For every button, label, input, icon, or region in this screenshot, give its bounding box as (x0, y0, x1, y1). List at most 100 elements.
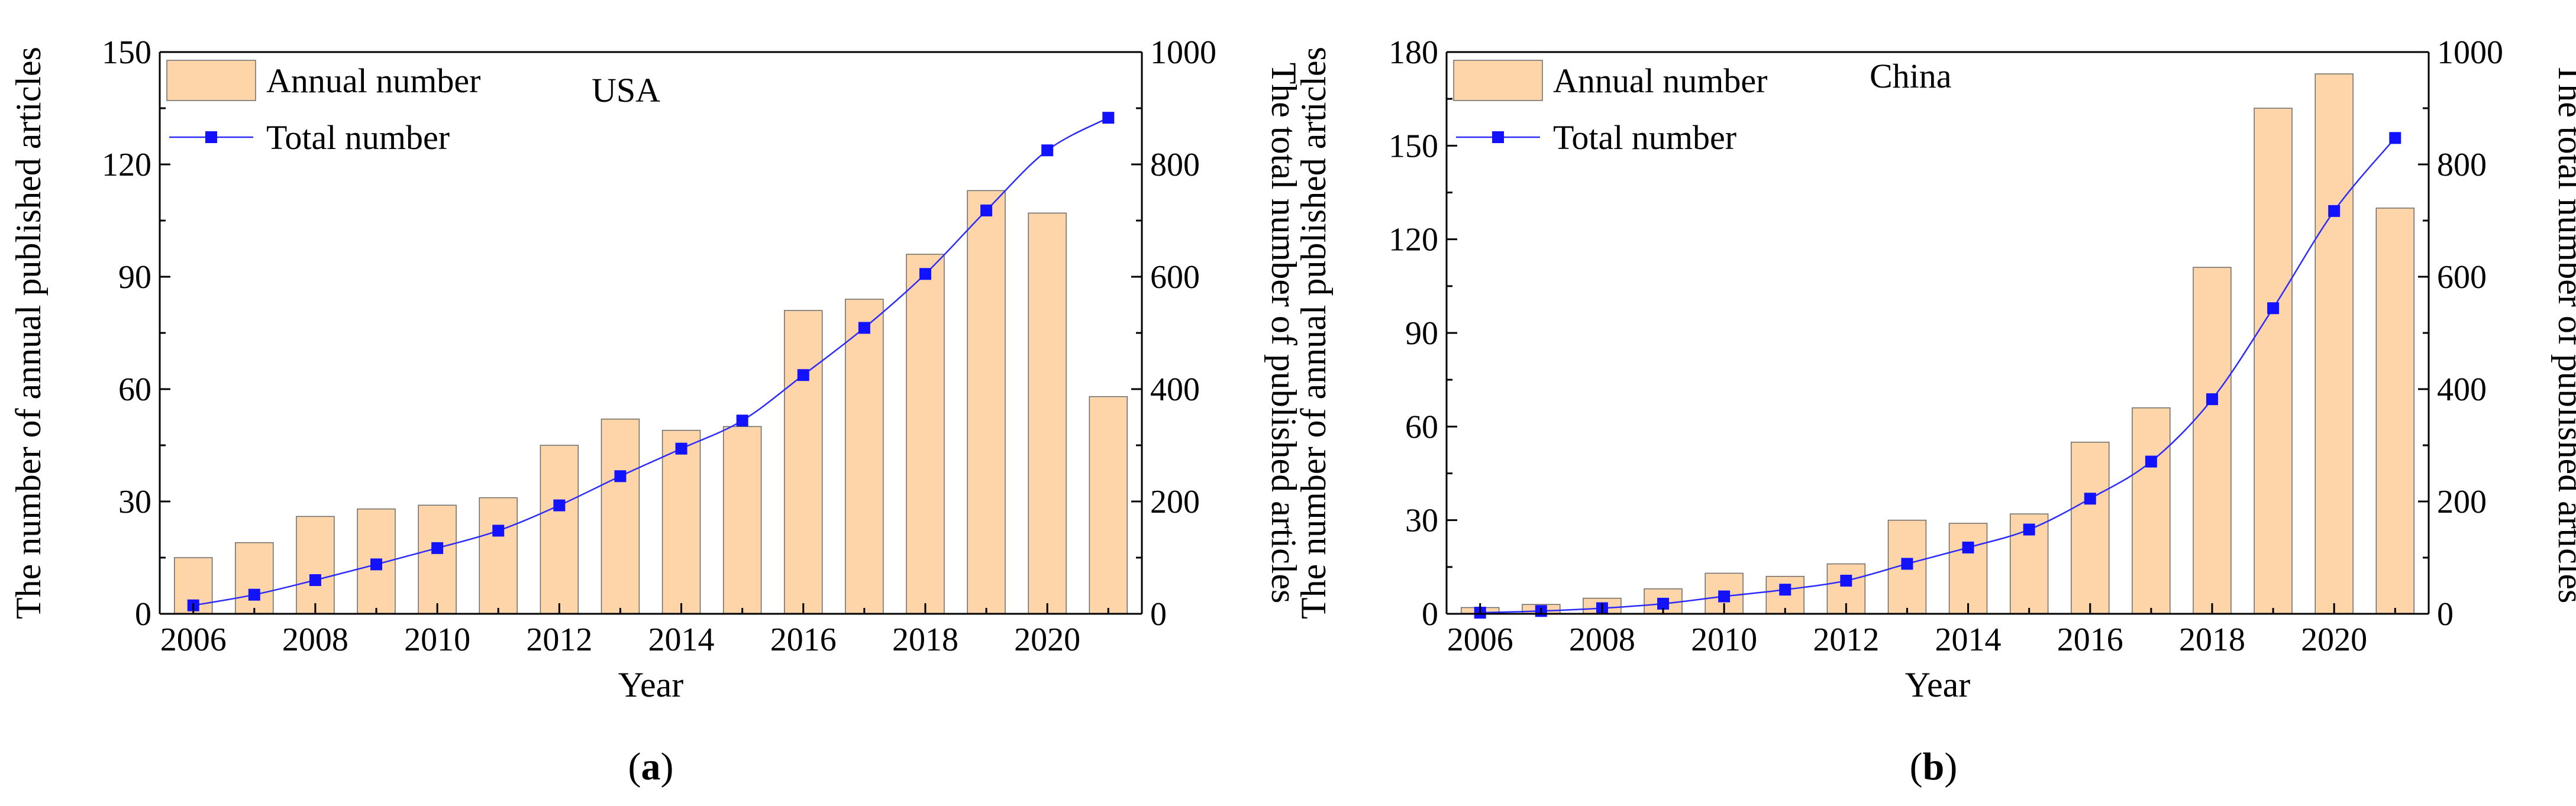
y-axis-right-title: The total number of published articles (2551, 63, 2576, 604)
y-tick-label-left: 90 (118, 259, 151, 296)
panel-letter: a (641, 745, 661, 788)
y-tick-label-left: 30 (1405, 503, 1438, 539)
x-tick-label: 2016 (2057, 622, 2123, 658)
point-2020 (1041, 144, 1054, 157)
y-tick-label-right: 800 (1150, 147, 1200, 183)
x-axis-title: Year (618, 665, 684, 704)
legend: Annual number Total number (1453, 60, 1767, 157)
point-2019 (980, 204, 993, 216)
bar-2018 (906, 254, 945, 614)
bars-group (173, 190, 1128, 614)
x-tick-label: 2012 (526, 622, 592, 658)
y-axis-right-title: The total number of published articles (1264, 63, 1303, 604)
bar-2019 (967, 190, 1006, 614)
legend-entry-annual: Annual number (1553, 61, 1767, 100)
legend-entry-total: Total number (266, 118, 450, 157)
bar-2008 (296, 516, 335, 614)
point-2014 (1962, 541, 1974, 553)
point-2018 (2206, 393, 2218, 406)
line-group (187, 112, 1115, 611)
point-2012 (553, 499, 566, 512)
bar-2020 (2314, 73, 2354, 614)
point-2011 (492, 525, 505, 537)
y-axis-left-title: The number of annual published articles (1294, 47, 1333, 619)
point-2019 (2267, 302, 2280, 315)
bar-2021 (1089, 396, 1128, 614)
x-tick-label: 2010 (1691, 622, 1757, 658)
bar-2010 (418, 504, 457, 614)
y-tick-label-right: 200 (2437, 484, 2487, 520)
point-2017 (858, 322, 870, 334)
point-2016 (2084, 493, 2096, 505)
point-2015 (736, 415, 748, 427)
point-2020 (2328, 205, 2341, 217)
bar-2017 (845, 299, 884, 614)
legend-bar-swatch (166, 60, 256, 101)
panel-letter: b (1923, 745, 1945, 788)
bar-2017 (2132, 407, 2171, 614)
x-tick-label: 2020 (2301, 622, 2367, 658)
y-axis-left-title: The number of annual published articles (9, 47, 48, 619)
y-tick-label-right: 400 (2437, 371, 2487, 408)
point-2009 (1657, 597, 1670, 610)
line-group (1474, 132, 2401, 619)
x-tick-label: 2016 (770, 622, 837, 658)
point-2021 (1102, 112, 1115, 124)
y-tick-label-right: 800 (2437, 147, 2487, 183)
y-tick-label-left: 0 (1422, 596, 1438, 633)
panel-label-b: (b) (1910, 745, 1958, 788)
point-2009 (370, 558, 383, 571)
point-2014 (675, 442, 687, 455)
point-2010 (431, 542, 444, 554)
point-2015 (2023, 523, 2035, 536)
y-tick-label-right: 600 (1150, 259, 1200, 296)
legend: Annual number Total number (166, 60, 480, 157)
y-tick-label-left: 180 (1389, 34, 1438, 71)
bar-2016 (2071, 441, 2110, 614)
x-axis-title: Year (1905, 665, 1971, 704)
point-2017 (2145, 455, 2157, 468)
y-tick-label-left: 150 (1389, 128, 1438, 164)
x-tick-label: 2020 (1014, 622, 1080, 658)
y-tick-label-right: 200 (1150, 484, 1200, 520)
bar-2013 (601, 418, 640, 614)
y-tick-label-right: 1000 (1150, 34, 1216, 71)
point-2010 (1718, 590, 1731, 603)
bar-2016 (784, 310, 823, 614)
x-tick-label: 2006 (160, 622, 227, 658)
y-tick-label-right: 600 (2437, 259, 2487, 296)
x-tick-label: 2018 (2179, 622, 2245, 658)
y-tick-label-left: 150 (102, 34, 151, 71)
point-2007 (248, 588, 260, 601)
total-number-line (193, 117, 1109, 606)
x-tick-label: 2018 (892, 622, 958, 658)
bar-2007 (235, 542, 274, 614)
y-tick-label-right: 0 (1150, 596, 1167, 633)
point-2013 (1901, 558, 1913, 570)
bar-2012 (540, 445, 579, 614)
axes-group: 2006 2008 2010 2012 2014 2016 2018 2020 0 30 60 90 1… (102, 34, 1216, 658)
bar-2014 (1948, 523, 1988, 614)
point-2021 (2389, 132, 2401, 144)
legend-entry-total: Total number (1553, 118, 1736, 157)
x-tick-label: 2014 (648, 622, 715, 658)
x-tick-label: 2006 (1447, 622, 1513, 658)
x-tick-label: 2010 (404, 622, 470, 658)
y-tick-label-right: 1000 (2437, 34, 2503, 71)
y-tick-label-right: 0 (2437, 596, 2454, 633)
point-2011 (1779, 584, 1791, 596)
bar-2020 (1028, 212, 1067, 614)
point-2008 (309, 574, 321, 586)
legend-marker-swatch (205, 131, 217, 143)
chart-usa: 2006 2008 2010 2012 2014 2016 2018 2020 0 30 60 90 1… (9, 34, 1303, 788)
legend-bar-swatch (1453, 60, 1543, 101)
country-annotation: USA (592, 71, 660, 109)
bar-2014 (661, 429, 701, 614)
y-tick-label-left: 60 (1405, 409, 1438, 445)
bar-2011 (479, 497, 518, 614)
panel-label-a: (a) (628, 745, 674, 788)
bar-2021 (2375, 208, 2415, 614)
country-annotation: China (1870, 57, 1952, 95)
legend-entry-annual: Annual number (266, 61, 480, 100)
